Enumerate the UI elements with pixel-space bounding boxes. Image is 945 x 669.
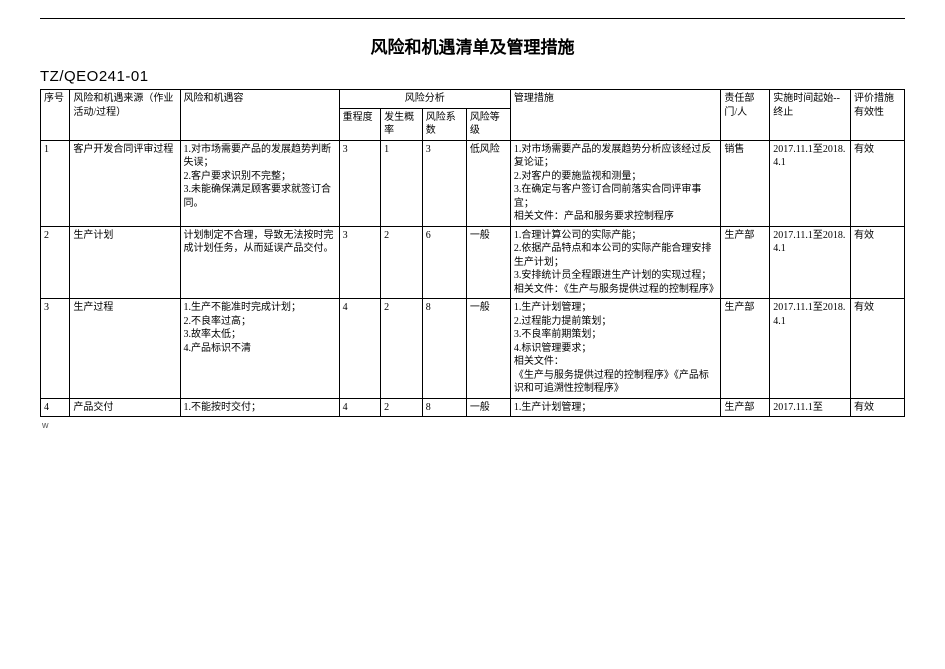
cell-evaluation: 有效: [851, 226, 905, 299]
cell-probability: 2: [381, 398, 423, 417]
cell-measures: 1.对市场需要产品的发展趋势分析应该经过反复论证； 2.对客户的要施监视和测量；…: [510, 140, 720, 226]
th-source: 风险和机遇来源（作业活动/过程）: [70, 90, 180, 141]
cell-coefficient: 6: [422, 226, 466, 299]
cell-dept: 生产部: [721, 226, 770, 299]
cell-severity: 4: [339, 299, 381, 399]
cell-seq: 2: [41, 226, 70, 299]
th-content: 风险和机遇容: [180, 90, 339, 141]
cell-content: 1.生产不能准时完成计划； 2.不良率过高； 3.故率太低； 4.产品标识不清: [180, 299, 339, 399]
th-measures: 管理措施: [510, 90, 720, 141]
cell-grade: 一般: [466, 299, 510, 399]
header-row-1: 序号 风险和机遇来源（作业活动/过程） 风险和机遇容 风险分析 管理措施 责任部…: [41, 90, 905, 109]
th-dept: 责任部门/人: [721, 90, 770, 141]
th-analysis-group: 风险分析: [339, 90, 510, 109]
th-probability: 发生概率: [381, 108, 423, 140]
cell-dept: 生产部: [721, 398, 770, 417]
top-rule: [40, 18, 905, 19]
th-eval: 评价措施有效性: [851, 90, 905, 141]
cell-grade: 一般: [466, 226, 510, 299]
cell-source: 生产过程: [70, 299, 180, 399]
table-row: 2生产计划计划制定不合理，导致无法按时完成计划任务，从而延误产品交付。326一般…: [41, 226, 905, 299]
cell-measures: 1.合理计算公司的实际产能； 2.依据产品特点和本公司的实际产能合理安排生产计划…: [510, 226, 720, 299]
th-time: 实施时间起始--终止: [770, 90, 851, 141]
cell-seq: 4: [41, 398, 70, 417]
footer-mark: w: [42, 420, 905, 430]
th-severity: 重程度: [339, 108, 381, 140]
cell-content: 1.对市场需要产品的发展趋势判断失误； 2.客户要求识别不完整； 3.未能确保满…: [180, 140, 339, 226]
th-seq: 序号: [41, 90, 70, 141]
cell-source: 生产计划: [70, 226, 180, 299]
cell-probability: 2: [381, 226, 423, 299]
th-coefficient: 风险系数: [422, 108, 466, 140]
cell-coefficient: 8: [422, 398, 466, 417]
cell-content: 1.不能按时交付；: [180, 398, 339, 417]
cell-measures: 1.生产计划管理；: [510, 398, 720, 417]
cell-evaluation: 有效: [851, 398, 905, 417]
document-title: 风险和机遇清单及管理措施: [40, 33, 905, 58]
cell-time: 2017.11.1至2018.4.1: [770, 299, 851, 399]
cell-time: 2017.11.1至: [770, 398, 851, 417]
cell-source: 产品交付: [70, 398, 180, 417]
cell-time: 2017.11.1至2018.4.1: [770, 140, 851, 226]
cell-grade: 一般: [466, 398, 510, 417]
cell-source: 客户开发合同评审过程: [70, 140, 180, 226]
table-row: 3生产过程1.生产不能准时完成计划； 2.不良率过高； 3.故率太低； 4.产品…: [41, 299, 905, 399]
cell-probability: 1: [381, 140, 423, 226]
cell-dept: 销售: [721, 140, 770, 226]
table-row: 4产品交付1.不能按时交付；428一般1.生产计划管理；生产部2017.11.1…: [41, 398, 905, 417]
cell-seq: 1: [41, 140, 70, 226]
table-row: 1客户开发合同评审过程1.对市场需要产品的发展趋势判断失误； 2.客户要求识别不…: [41, 140, 905, 226]
cell-evaluation: 有效: [851, 140, 905, 226]
cell-content: 计划制定不合理，导致无法按时完成计划任务，从而延误产品交付。: [180, 226, 339, 299]
cell-coefficient: 8: [422, 299, 466, 399]
document-code: TZ/QEO241-01: [40, 68, 905, 85]
cell-grade: 低风险: [466, 140, 510, 226]
cell-severity: 3: [339, 140, 381, 226]
cell-probability: 2: [381, 299, 423, 399]
cell-severity: 3: [339, 226, 381, 299]
cell-coefficient: 3: [422, 140, 466, 226]
cell-measures: 1.生产计划管理； 2.过程能力提前策划； 3.不良率前期策划； 4.标识管理要…: [510, 299, 720, 399]
cell-seq: 3: [41, 299, 70, 399]
cell-dept: 生产部: [721, 299, 770, 399]
th-grade: 风险等级: [466, 108, 510, 140]
cell-severity: 4: [339, 398, 381, 417]
cell-time: 2017.11.1至2018.4.1: [770, 226, 851, 299]
risk-table: 序号 风险和机遇来源（作业活动/过程） 风险和机遇容 风险分析 管理措施 责任部…: [40, 89, 905, 417]
cell-evaluation: 有效: [851, 299, 905, 399]
